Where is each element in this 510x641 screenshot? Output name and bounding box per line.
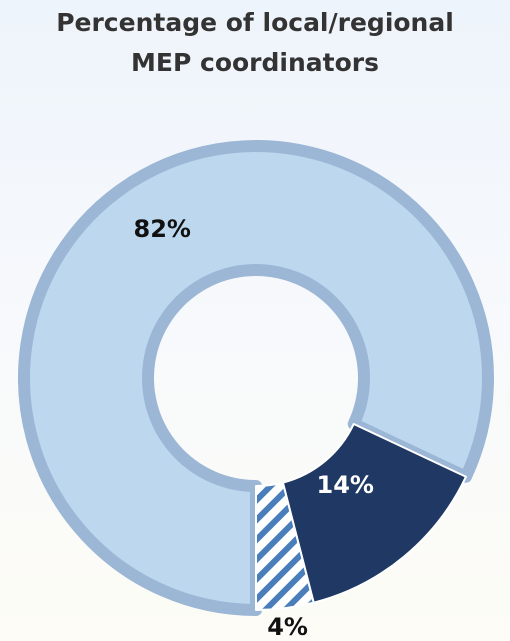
chart-title: Percentage of local/regional [56, 8, 454, 37]
donut-slice [281, 422, 467, 604]
donut-slice [255, 481, 315, 611]
chart-title: MEP coordinators [131, 48, 379, 77]
data-label: 4% [267, 613, 308, 641]
donut-slice [18, 140, 494, 616]
data-label: 14% [317, 471, 374, 499]
data-label: 82% [134, 215, 191, 243]
